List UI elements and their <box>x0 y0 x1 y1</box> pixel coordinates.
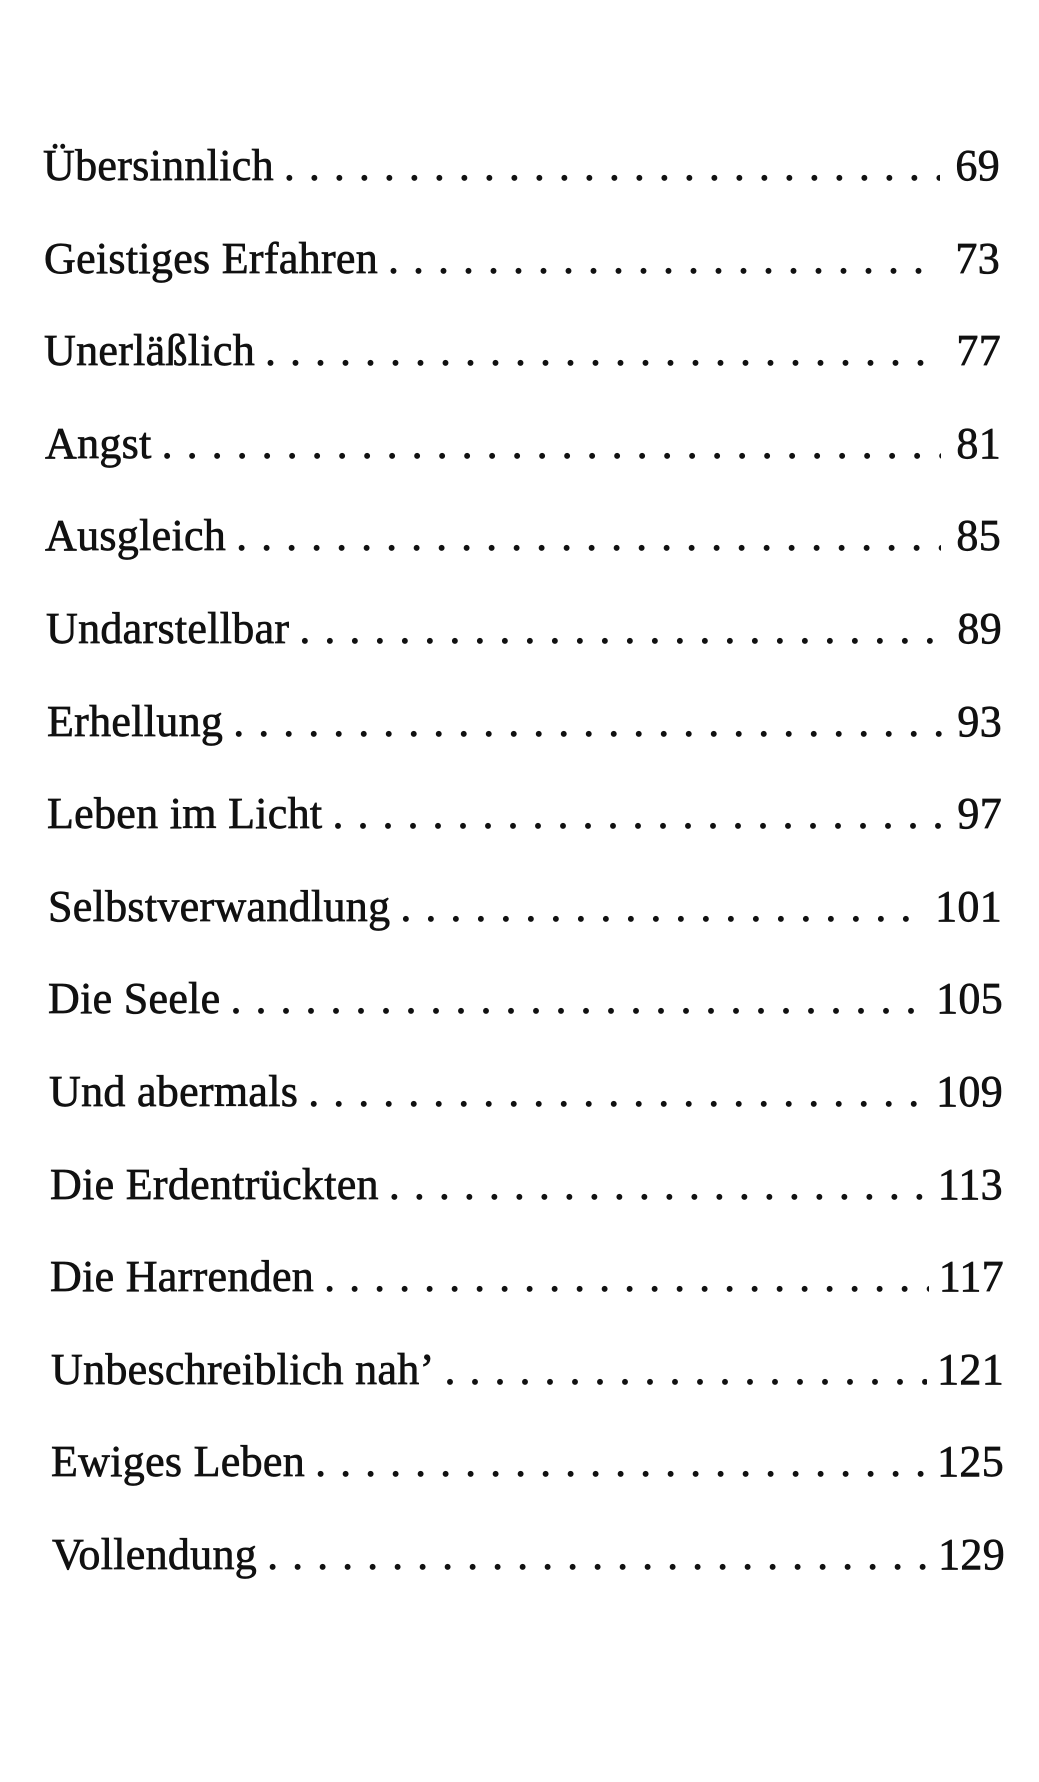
toc-entry: Die Harrenden 117 <box>0 1251 1039 1344</box>
toc-entry-title: Ewiges Leben <box>51 1437 306 1487</box>
toc-entry: Vollendung 129 <box>0 1529 1039 1622</box>
toc-entry: Übersinnlich 69 <box>0 140 1039 233</box>
toc-entry-title: Die Seele <box>48 974 221 1024</box>
toc-entry: Unbeschreiblich nah’ 121 <box>0 1344 1039 1437</box>
dot-leader <box>299 603 942 654</box>
dot-leader <box>324 1251 929 1302</box>
toc-entry-page-number: 101 <box>935 881 1002 931</box>
toc-entry-title: Undarstellbar <box>46 603 290 654</box>
toc-entry: Ausgleich 85 <box>0 510 1039 603</box>
dot-leader <box>265 325 941 376</box>
toc-entry-page-number: 113 <box>937 1159 1003 1209</box>
dot-leader <box>400 881 925 932</box>
toc-entry: Ewiges Leben 125 <box>0 1436 1039 1529</box>
toc-entry-title: Geistiges Erfahren <box>44 233 379 283</box>
toc-entry-page-number: 125 <box>937 1437 1004 1487</box>
table-of-contents: Übersinnlich 69 Geistiges Erfahren 73 Unerlä… <box>0 140 1039 1622</box>
toc-entry: Leben im Licht 97 <box>0 788 1039 881</box>
dot-leader <box>332 788 942 839</box>
toc-entry-title: Die Harrenden <box>50 1252 315 1302</box>
toc-entry-page-number: 89 <box>957 603 1002 654</box>
toc-entry: Die Erdentrückten 113 <box>0 1159 1039 1252</box>
toc-entry: Selbstverwandlung 101 <box>0 881 1039 974</box>
toc-entry-title: Leben im Licht <box>47 789 323 839</box>
toc-entry: Die Seele 105 <box>0 973 1039 1066</box>
toc-entry-page-number: 73 <box>955 233 1000 283</box>
dot-leader <box>231 973 927 1024</box>
toc-entry-title: Vollendung <box>52 1529 258 1580</box>
dot-leader <box>308 1066 926 1117</box>
toc-entry-page-number: 121 <box>937 1344 1004 1394</box>
dot-leader <box>315 1436 927 1487</box>
toc-entry-page-number: 117 <box>938 1252 1004 1302</box>
dot-leader <box>284 140 940 191</box>
dot-leader <box>162 418 941 469</box>
toc-entry: Und abermals 109 <box>0 1066 1039 1159</box>
toc-entry-title: Unbeschreiblich nah’ <box>51 1344 435 1394</box>
toc-entry-title: Und abermals <box>49 1066 299 1117</box>
dot-leader <box>267 1529 928 1580</box>
toc-entry-title: Erhellung <box>47 696 224 746</box>
toc-entry: Geistiges Erfahren 73 <box>0 233 1039 326</box>
toc-entry: Undarstellbar 89 <box>0 603 1039 696</box>
toc-entry-title: Die Erdentrückten <box>50 1159 379 1209</box>
toc-entry-page-number: 109 <box>936 1066 1003 1117</box>
dot-leader <box>233 696 942 747</box>
toc-entry-title: Ausgleich <box>45 511 227 561</box>
toc-entry: Unerläßlich 77 <box>0 325 1039 418</box>
toc-entry-page-number: 129 <box>938 1529 1005 1580</box>
dot-leader <box>389 1159 928 1210</box>
toc-entry-page-number: 77 <box>956 326 1001 376</box>
toc-entry-title: Angst <box>45 418 152 468</box>
toc-entry-page-number: 69 <box>955 141 1000 191</box>
dot-leader <box>388 233 940 284</box>
toc-entry: Erhellung 93 <box>0 696 1039 789</box>
toc-entry-page-number: 93 <box>957 696 1002 746</box>
toc-entry-page-number: 85 <box>956 511 1001 561</box>
dot-leader <box>236 510 941 561</box>
dot-leader <box>445 1344 928 1395</box>
toc-entry-title: Übersinnlich <box>43 141 274 191</box>
toc-entry-page-number: 105 <box>936 974 1003 1024</box>
toc-entry-title: Selbstverwandlung <box>48 881 391 931</box>
toc-entry: Angst 81 <box>0 418 1039 511</box>
toc-entry-page-number: 81 <box>956 418 1001 468</box>
toc-entry-page-number: 97 <box>957 789 1002 839</box>
toc-entry-title: Unerläßlich <box>44 326 255 376</box>
